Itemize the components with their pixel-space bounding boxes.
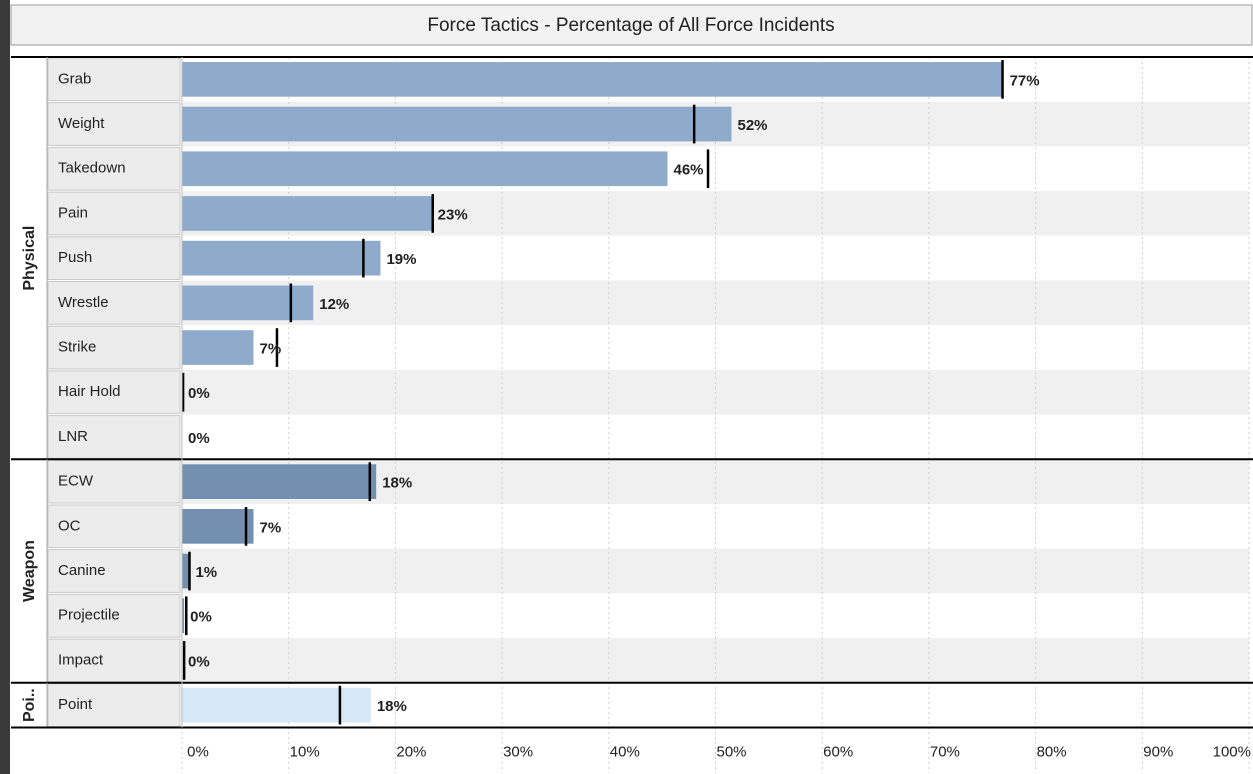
value-label: 77% <box>1010 72 1040 89</box>
bar <box>182 509 254 544</box>
category-label: Grab <box>58 70 91 87</box>
value-label: 1% <box>195 564 217 581</box>
x-tick-label: 20% <box>396 743 426 760</box>
category-cell <box>47 459 181 504</box>
value-label: 19% <box>386 251 416 268</box>
bar <box>182 330 254 365</box>
category-cell <box>47 325 181 370</box>
category-label: Canine <box>58 562 106 579</box>
x-tick-label: 70% <box>930 743 960 760</box>
bar <box>182 464 377 499</box>
category-label: Strike <box>58 339 96 356</box>
category-label: Hair Hold <box>58 383 121 400</box>
category-label: Wrestle <box>58 294 109 311</box>
category-label: Projectile <box>58 607 120 624</box>
bar <box>182 553 190 589</box>
title-bar <box>10 4 1253 46</box>
value-label: 0% <box>188 430 210 447</box>
value-label: 7% <box>259 519 281 536</box>
value-label: 18% <box>377 698 407 715</box>
group-label: Weapon <box>21 540 38 602</box>
marks: Grab 77% Weight 52% Takedown 46% Pain 23% Push 19… <box>11 56 1253 760</box>
category-cell <box>47 593 181 638</box>
category-cell <box>47 504 181 549</box>
bar <box>182 62 1004 97</box>
row-band <box>182 548 1249 594</box>
row-band <box>182 638 1249 683</box>
value-label: 23% <box>438 206 468 223</box>
x-tick-label: 30% <box>503 743 533 760</box>
category-cell <box>47 102 181 146</box>
category-cell <box>47 370 181 415</box>
x-tick-label: 60% <box>823 743 853 760</box>
category-cell <box>47 146 181 191</box>
bar <box>182 687 371 723</box>
x-tick-label: 90% <box>1143 743 1173 760</box>
category-cell <box>47 57 181 102</box>
x-tick-label: 0% <box>187 743 209 760</box>
category-label: ECW <box>58 473 94 490</box>
bar <box>182 151 668 187</box>
category-cell <box>47 236 181 281</box>
bar <box>182 106 732 142</box>
x-tick-label: 80% <box>1037 743 1067 760</box>
bar <box>182 598 185 634</box>
x-tick-label: 100% <box>1213 743 1251 760</box>
category-cell <box>47 683 181 727</box>
category-label: Push <box>58 249 92 266</box>
group-label: Poi.. <box>21 688 38 722</box>
value-label: 46% <box>673 162 703 179</box>
category-label: Pain <box>58 204 88 221</box>
value-label: 0% <box>190 609 212 626</box>
category-cell <box>47 549 181 593</box>
x-tick-label: 10% <box>290 743 320 760</box>
value-label: 0% <box>188 385 210 402</box>
category-label: Point <box>58 696 93 713</box>
category-cell <box>47 415 181 459</box>
x-tick-label: 50% <box>716 743 746 760</box>
category-label: LNR <box>58 428 88 445</box>
value-label: 12% <box>319 296 349 313</box>
category-label: Takedown <box>58 160 126 177</box>
category-label: OC <box>58 517 81 534</box>
category-cell <box>47 281 181 325</box>
bar <box>182 285 314 321</box>
value-label: 52% <box>738 117 768 134</box>
bar <box>182 196 432 231</box>
category-label: Impact <box>58 651 104 668</box>
x-tick-label: 40% <box>610 743 640 760</box>
category-label: Weight <box>58 115 105 132</box>
value-label: 7% <box>259 341 281 358</box>
chart-title: Force Tactics - Percentage of All Force … <box>427 15 834 36</box>
category-cell <box>47 191 181 236</box>
value-label: 0% <box>188 653 210 670</box>
value-label: 18% <box>382 475 412 492</box>
group-label: Physical <box>21 226 38 291</box>
left-frame <box>0 0 10 774</box>
bar <box>182 240 381 276</box>
category-cell <box>47 638 181 683</box>
